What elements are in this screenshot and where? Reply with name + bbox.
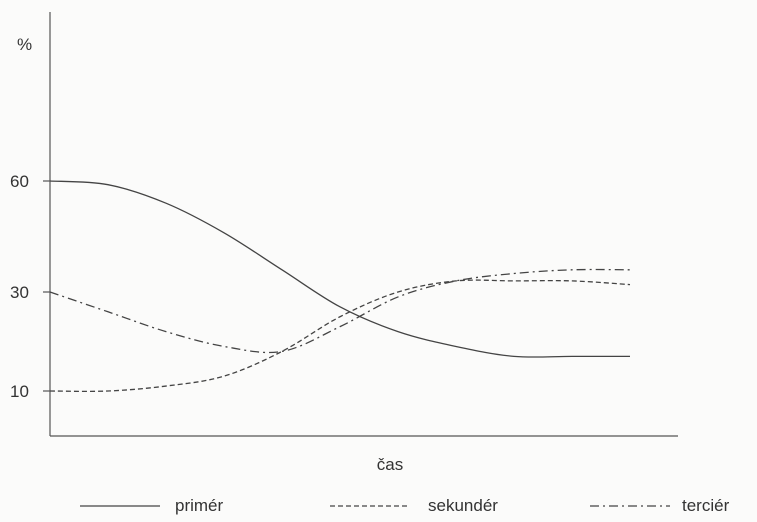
series-line-3 (49, 268, 631, 354)
legend-label-3: terciér (682, 496, 730, 515)
y-tick-label: 30 (10, 283, 29, 302)
x-axis-label: čas (377, 455, 403, 474)
y-tick-label: 10 (10, 382, 29, 401)
series-line-2 (49, 279, 631, 393)
legend-label-1: primér (175, 496, 224, 515)
y-tick-label: 60 (10, 172, 29, 191)
legend-label-2: sekundér (428, 496, 498, 515)
y-axis-label: % (17, 35, 32, 54)
series-line-1 (49, 180, 630, 358)
